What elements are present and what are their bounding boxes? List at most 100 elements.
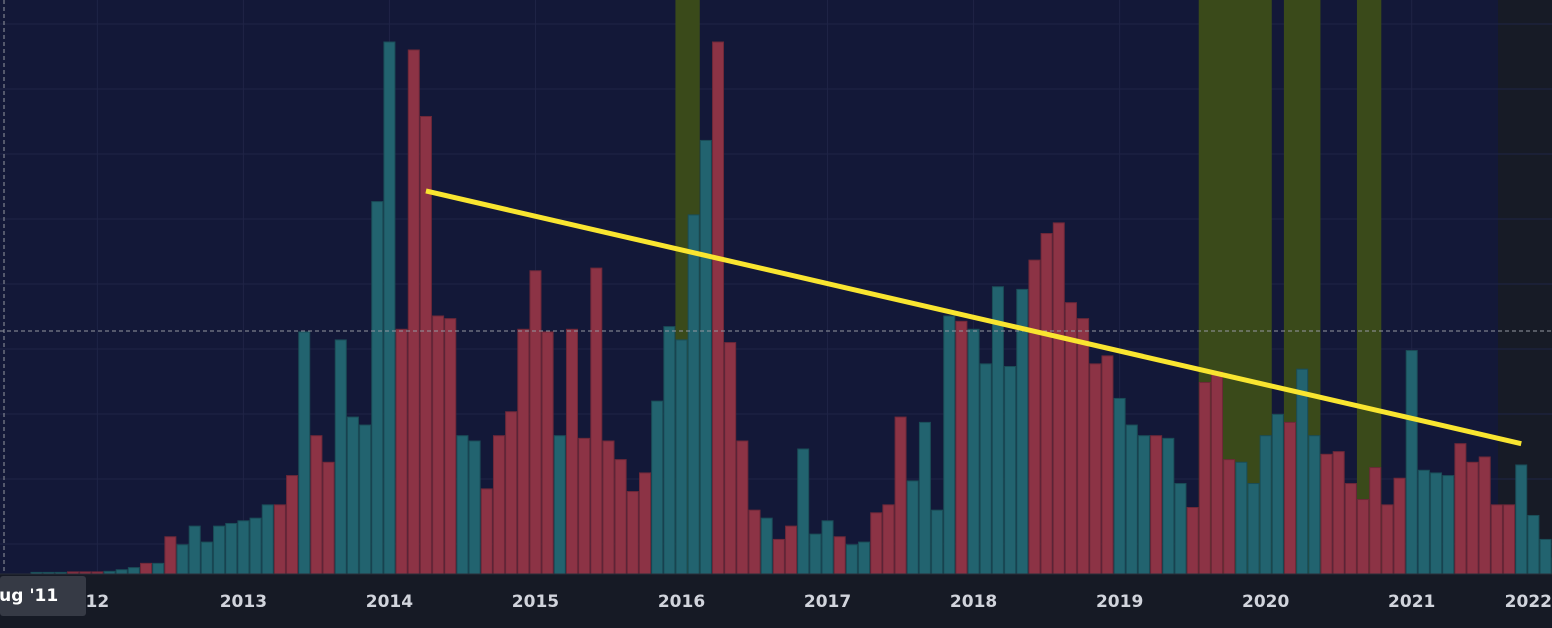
- bar: [1223, 459, 1236, 575]
- bar: [1028, 259, 1041, 575]
- x-tick-label: 2019: [1096, 592, 1143, 612]
- bar: [1174, 483, 1187, 575]
- bar: [419, 115, 432, 575]
- bar: [492, 435, 505, 575]
- bar: [1393, 477, 1406, 575]
- bar: [809, 533, 822, 575]
- bar: [967, 328, 980, 575]
- bar: [724, 342, 737, 575]
- bar: [1515, 464, 1528, 575]
- bar: [529, 270, 542, 575]
- bar: [1357, 499, 1370, 575]
- bar: [712, 41, 725, 575]
- bar: [1125, 424, 1138, 575]
- crosshair-x-label: Aug '11: [0, 576, 87, 616]
- bar: [1210, 371, 1223, 575]
- bar: [1040, 233, 1053, 575]
- bar: [614, 459, 627, 575]
- bar: [821, 520, 834, 575]
- bar: [858, 541, 871, 575]
- bar: [1284, 421, 1297, 575]
- bar: [651, 400, 664, 575]
- bar: [1478, 456, 1491, 575]
- bar: [663, 326, 676, 575]
- bar: [955, 320, 968, 575]
- bar: [639, 472, 651, 575]
- bar: [979, 363, 992, 575]
- bar: [213, 525, 226, 575]
- bar: [1198, 381, 1211, 575]
- bar: [553, 435, 566, 575]
- bar: [1004, 366, 1017, 575]
- bar: [578, 437, 591, 575]
- bar: [1077, 318, 1090, 575]
- x-tick-label: 2014: [366, 592, 413, 612]
- bar: [590, 267, 603, 575]
- bar: [1247, 483, 1260, 575]
- x-tick-label: 2013: [220, 592, 267, 612]
- x-tick-label: 2016: [658, 592, 705, 612]
- bar: [602, 440, 615, 575]
- bar: [1150, 435, 1163, 575]
- bar: [261, 504, 274, 575]
- bar: [699, 139, 712, 575]
- bar: [931, 509, 944, 575]
- bar: [1016, 288, 1029, 575]
- bar: [273, 504, 286, 575]
- bar: [675, 339, 688, 575]
- bar: [152, 562, 165, 575]
- bar: [395, 328, 408, 575]
- bar: [1052, 222, 1065, 575]
- bar: [225, 522, 238, 575]
- bar: [468, 440, 481, 575]
- trendline[interactable]: [425, 188, 1522, 447]
- bar: [188, 525, 201, 575]
- highlight-band: [1198, 0, 1272, 574]
- bar: [1503, 504, 1516, 575]
- bar: [1089, 363, 1102, 575]
- x-tick-label: 2021: [1388, 592, 1435, 612]
- bar: [249, 517, 262, 575]
- bar: [991, 286, 1004, 575]
- bar: [1296, 368, 1309, 575]
- bar: [833, 536, 846, 575]
- bar: [1527, 514, 1540, 575]
- bar: [1369, 467, 1382, 575]
- bar: [772, 538, 785, 575]
- x-tick-label: 2015: [512, 592, 559, 612]
- bar: [1430, 472, 1443, 575]
- bar: [176, 544, 189, 575]
- x-axis-ticks: 12 2013 2014 2015 2016 2017 2018 2019 2020 2021 20…: [86, 592, 1552, 612]
- bar: [1137, 435, 1150, 575]
- bar: [1539, 538, 1552, 575]
- bar: [200, 541, 213, 575]
- bar: [1101, 355, 1114, 575]
- bar: [334, 339, 347, 575]
- x-tick-label: 2022: [1505, 592, 1552, 612]
- bar: [383, 41, 396, 575]
- bar: [407, 49, 420, 575]
- bar: [943, 315, 956, 575]
- bar: [444, 318, 457, 575]
- bar: [882, 504, 895, 575]
- x-tick-label: 2017: [804, 592, 851, 612]
- bar: [456, 435, 469, 575]
- bar: [760, 517, 773, 575]
- bar: [870, 512, 883, 575]
- bar: [736, 440, 749, 575]
- bar: [1454, 443, 1467, 575]
- bar: [1405, 350, 1418, 575]
- bar: [1113, 397, 1126, 575]
- bar: [797, 448, 810, 575]
- x-tick-label: 2020: [1242, 592, 1289, 612]
- bar: [785, 525, 798, 575]
- bar: [322, 461, 335, 575]
- bar: [1344, 483, 1357, 575]
- bar: [505, 411, 518, 575]
- bar: [1271, 413, 1284, 575]
- bar: [1466, 461, 1479, 575]
- bar: [371, 201, 384, 575]
- bar: [286, 475, 299, 575]
- bar: [1320, 453, 1333, 575]
- bar: [432, 315, 445, 575]
